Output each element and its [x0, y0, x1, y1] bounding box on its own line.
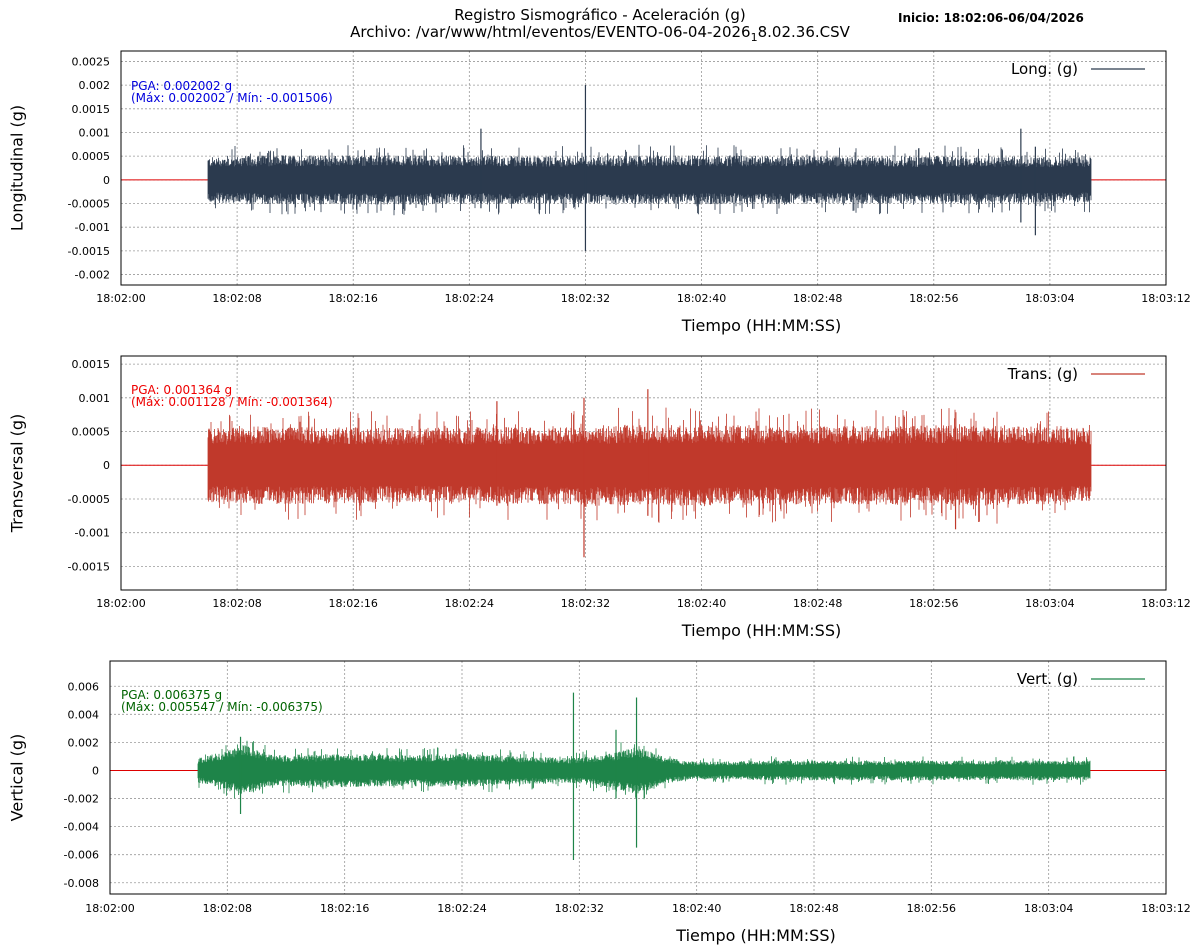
y-tick-label: 0.0005	[72, 150, 111, 163]
x-tick-label: 18:02:48	[793, 292, 842, 305]
x-tick-label: 18:02:48	[793, 597, 842, 610]
panel-vertical: 18:02:00 18:02:08 18:02:16 18:02:24 18:02:32…	[8, 660, 1191, 945]
y-tick-label: -0.002	[64, 793, 99, 806]
start-time-label: Inicio: 18:02:06-06/04/2026	[898, 11, 1084, 25]
y-tick-label: -0.0015	[68, 245, 110, 258]
y-axis-label: Transversal (g)	[8, 414, 27, 533]
x-axis-label: Tiempo (HH:MM:SS)	[681, 621, 841, 640]
pga-max-min: (Máx: 0.001128 / Mín: -0.001364)	[131, 395, 333, 409]
x-tick-label: 18:02:32	[561, 597, 610, 610]
file-path-line: Archivo: /var/www/html/eventos/EVENTO-06…	[0, 23, 1200, 44]
waveform-transversal	[207, 407, 1092, 524]
x-tick-label: 18:03:04	[1025, 597, 1074, 610]
x-tick-label: 18:03:12	[1141, 902, 1190, 915]
x-tick-label: 18:02:16	[320, 902, 369, 915]
pga-max-min: (Máx: 0.005547 / Mín: -0.006375)	[121, 700, 323, 714]
x-tick-label: 18:02:00	[96, 292, 145, 305]
y-tick-label: -0.0005	[68, 198, 110, 211]
y-tick-label: -0.006	[64, 849, 99, 862]
waveform-longitudinal	[207, 144, 1092, 216]
x-tick-label: 18:03:12	[1141, 597, 1190, 610]
x-tick-label: 18:02:00	[85, 902, 134, 915]
panel-transversal: 18:02:00 18:02:08 18:02:16 18:02:24 18:02:32…	[8, 355, 1191, 640]
x-tick-label: 18:02:08	[203, 902, 252, 915]
legend-label-vertical: Vert. (g)	[1017, 670, 1078, 688]
panel-longitudinal: 18:02:00 18:02:08 18:02:16 18:02:24 18:02:32…	[8, 50, 1191, 335]
x-tick-label: 18:02:56	[909, 292, 958, 305]
pga-value: PGA: 0.002002 g	[131, 79, 232, 93]
y-tick-label: 0.001	[79, 126, 111, 139]
y-tick-label: 0.001	[79, 392, 111, 405]
x-tick-label: 18:02:56	[909, 597, 958, 610]
y-tick-label: -0.0015	[68, 560, 110, 573]
x-tick-label: 18:03:12	[1141, 292, 1190, 305]
x-tick-label: 18:02:48	[789, 902, 838, 915]
file-path-suffix: 8.02.36.CSV	[757, 23, 850, 41]
x-tick-label: 18:02:32	[555, 902, 604, 915]
x-tick-label: 18:02:08	[212, 597, 261, 610]
pga-value: PGA: 0.001364 g	[131, 383, 232, 397]
x-tick-label: 18:02:24	[445, 597, 494, 610]
legend-label-transversal: Trans. (g)	[1007, 365, 1078, 383]
y-tick-label: 0.0025	[72, 55, 111, 68]
plot-frame	[120, 355, 1167, 591]
y-tick-label: 0.002	[68, 736, 100, 749]
y-tick-label: 0.006	[68, 680, 100, 693]
y-axis-label: Longitudinal (g)	[8, 105, 27, 231]
x-axis-label: Tiempo (HH:MM:SS)	[675, 926, 835, 945]
y-tick-label: 0.004	[68, 708, 100, 721]
y-tick-label: -0.001	[75, 527, 110, 540]
legend-label-longitudinal: Long. (g)	[1011, 60, 1078, 78]
x-tick-label: 18:02:24	[437, 902, 486, 915]
chart-title: Registro Sismográfico - Aceleración (g)	[454, 6, 746, 24]
x-axis-label: Tiempo (HH:MM:SS)	[681, 316, 841, 335]
y-tick-label: -0.008	[64, 877, 99, 890]
y-tick-label: -0.0005	[68, 493, 110, 506]
x-tick-label: 18:02:40	[672, 902, 721, 915]
y-tick-label: -0.004	[64, 821, 99, 834]
y-tick-label: 0	[103, 459, 110, 472]
pga-max-min: (Máx: 0.002002 / Mín: -0.001506)	[131, 91, 333, 105]
pga-value: PGA: 0.006375 g	[121, 688, 222, 702]
x-tick-label: 18:03:04	[1025, 292, 1074, 305]
waveform-vertical	[197, 740, 1091, 800]
y-tick-label: 0.0005	[72, 426, 111, 439]
y-tick-label: 0.0015	[72, 358, 111, 371]
x-tick-label: 18:02:08	[212, 292, 261, 305]
x-tick-label: 18:02:24	[445, 292, 494, 305]
x-tick-label: 18:02:56	[907, 902, 956, 915]
x-tick-label: 18:02:40	[677, 292, 726, 305]
x-tick-label: 18:02:40	[677, 597, 726, 610]
plot-frame	[120, 50, 1167, 286]
y-tick-label: 0.002	[79, 79, 111, 92]
file-path-subscript: 1	[750, 31, 758, 44]
y-tick-label: 0	[103, 174, 110, 187]
x-tick-label: 18:03:04	[1024, 902, 1073, 915]
plot-frame	[109, 660, 1167, 895]
y-axis-label: Vertical (g)	[8, 734, 27, 822]
x-tick-label: 18:02:32	[561, 292, 610, 305]
file-path-prefix: Archivo: /var/www/html/eventos/EVENTO-06…	[350, 23, 751, 41]
x-tick-label: 18:02:16	[329, 597, 378, 610]
x-tick-label: 18:02:16	[329, 292, 378, 305]
x-tick-label: 18:02:00	[96, 597, 145, 610]
y-tick-label: 0	[92, 764, 99, 777]
y-tick-label: 0.0015	[72, 103, 111, 116]
y-tick-label: -0.001	[75, 221, 110, 234]
y-tick-label: -0.002	[75, 269, 110, 282]
